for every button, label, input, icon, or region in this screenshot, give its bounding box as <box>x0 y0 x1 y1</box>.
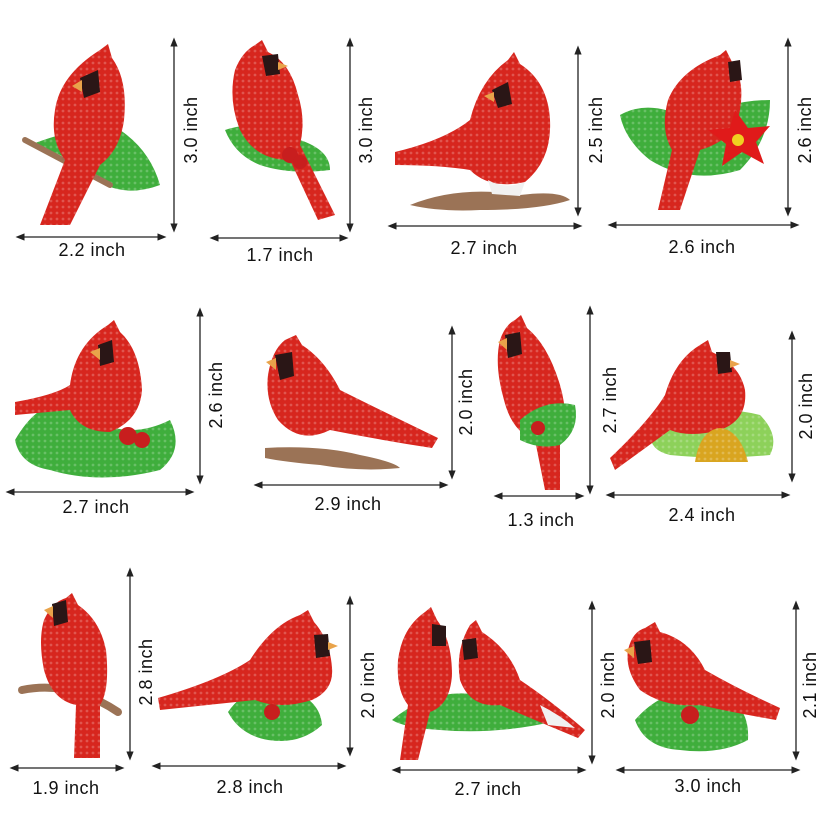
cardinal-sticker-7 <box>497 315 576 490</box>
height-label-9: 2.8 inch <box>136 638 156 706</box>
width-label-11: 2.7 inch <box>454 779 522 799</box>
width-label-1: 2.2 inch <box>58 240 126 260</box>
width-label-10: 2.8 inch <box>216 777 284 797</box>
width-label-7: 1.3 inch <box>507 510 575 530</box>
cardinal-sticker-5 <box>15 320 176 478</box>
cardinal-sticker-9 <box>18 593 122 758</box>
cardinal-sticker-4 <box>620 50 770 210</box>
height-label-11: 2.0 inch <box>598 651 618 719</box>
height-label-6: 2.0 inch <box>456 368 476 436</box>
height-label-12: 2.1 inch <box>800 651 820 719</box>
cardinal-sticker-11 <box>392 607 585 760</box>
width-label-8: 2.4 inch <box>668 505 736 525</box>
cardinal-sticker-3 <box>395 52 570 211</box>
cardinal-sticker-12 <box>624 622 780 752</box>
dimension-arrows <box>5 37 801 774</box>
cardinal-sticker-2 <box>225 40 335 220</box>
cardinal-sticker-10 <box>158 610 338 741</box>
width-label-12: 3.0 inch <box>674 776 742 796</box>
height-label-7: 2.7 inch <box>600 366 620 434</box>
width-label-3: 2.7 inch <box>450 238 518 258</box>
height-label-3: 2.5 inch <box>586 96 606 164</box>
width-label-4: 2.6 inch <box>668 237 736 257</box>
height-label-2: 3.0 inch <box>356 96 376 164</box>
height-label-10: 2.0 inch <box>358 651 378 719</box>
width-label-9: 1.9 inch <box>32 778 100 798</box>
height-label-5: 2.6 inch <box>206 361 226 429</box>
width-label-6: 2.9 inch <box>314 494 382 514</box>
cardinal-sticker-8 <box>610 340 774 470</box>
height-label-1: 3.0 inch <box>181 96 201 164</box>
height-label-4: 2.6 inch <box>795 96 815 164</box>
width-label-5: 2.7 inch <box>62 497 130 517</box>
height-label-8: 2.0 inch <box>796 372 816 440</box>
cardinal-sticker-6 <box>265 335 438 470</box>
width-label-2: 1.7 inch <box>246 245 314 265</box>
cardinal-sticker-1 <box>22 44 160 225</box>
